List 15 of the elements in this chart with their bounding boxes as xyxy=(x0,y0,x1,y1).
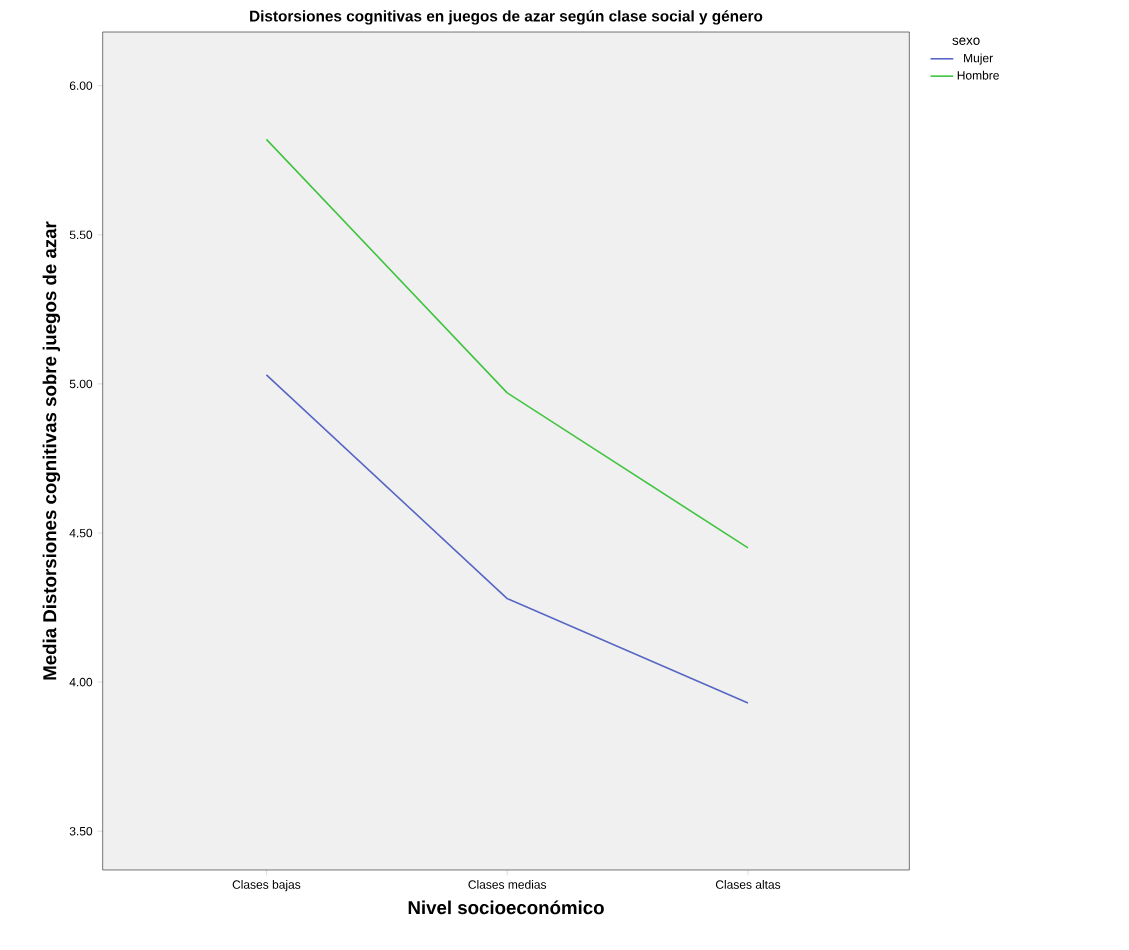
legend-title: sexo xyxy=(952,37,980,45)
x-tick-label: Clases bajas xyxy=(232,880,301,892)
y-axis-title: Media Distorsiones cognitivas sobre juegos de azar xyxy=(42,221,61,680)
y-tick-label: 5.00 xyxy=(69,379,93,389)
legend-label: Mujer xyxy=(964,53,993,65)
y-tick-label: 3.50 xyxy=(69,826,93,836)
chart-title: Distorsiones cognitivas en juegos de azar según clase social y género xyxy=(250,10,763,25)
x-tick-label: Clases medias xyxy=(468,880,547,889)
y-tick-label: 4.00 xyxy=(69,677,93,687)
y-tick-label: 4.50 xyxy=(69,528,93,538)
x-axis-title: Nivel socioeconómico xyxy=(408,900,604,915)
y-tick-label: 6.00 xyxy=(69,81,93,90)
x-tick-label: Clases altas xyxy=(715,880,781,889)
legend-label: Hombre xyxy=(957,70,999,80)
y-tick-label: 5.50 xyxy=(69,230,93,240)
